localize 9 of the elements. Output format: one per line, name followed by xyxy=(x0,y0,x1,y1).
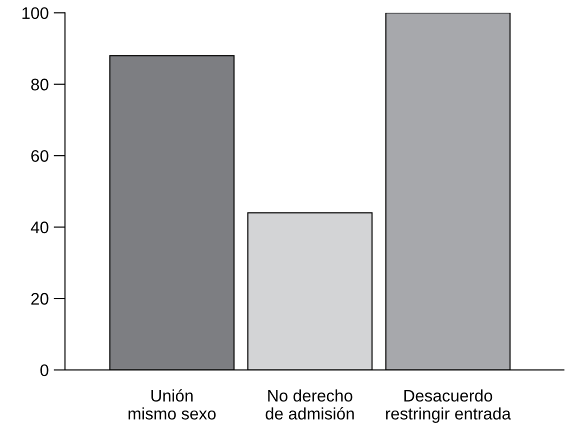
y-tick-label: 100 xyxy=(22,7,48,20)
y-tick-label: 20 xyxy=(31,292,48,305)
y-tick-label: 40 xyxy=(30,222,48,234)
y-tick-label: 0 xyxy=(40,364,48,376)
y-tick-label: 80 xyxy=(31,78,48,90)
x-tick-label: No derecho de admisión xyxy=(266,389,354,420)
x-tick-label: Desacuerdo restringir entrada xyxy=(386,389,511,423)
x-tick-label: Unión mismo sexo xyxy=(128,389,216,420)
y-tick-label: 60 xyxy=(31,150,48,162)
